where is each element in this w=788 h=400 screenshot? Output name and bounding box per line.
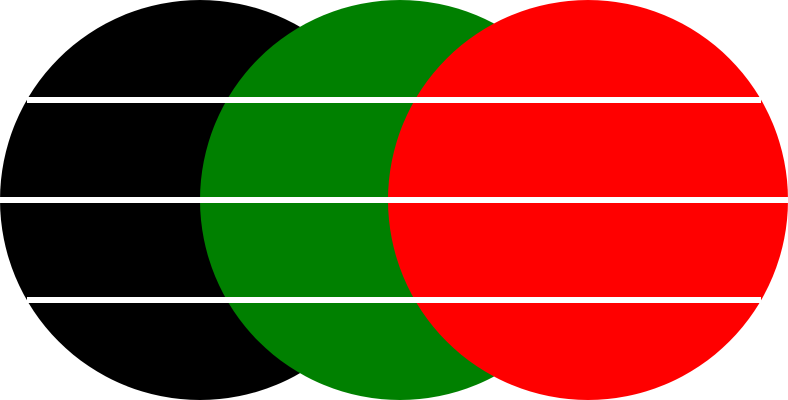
three-circles-figure [0, 0, 788, 400]
